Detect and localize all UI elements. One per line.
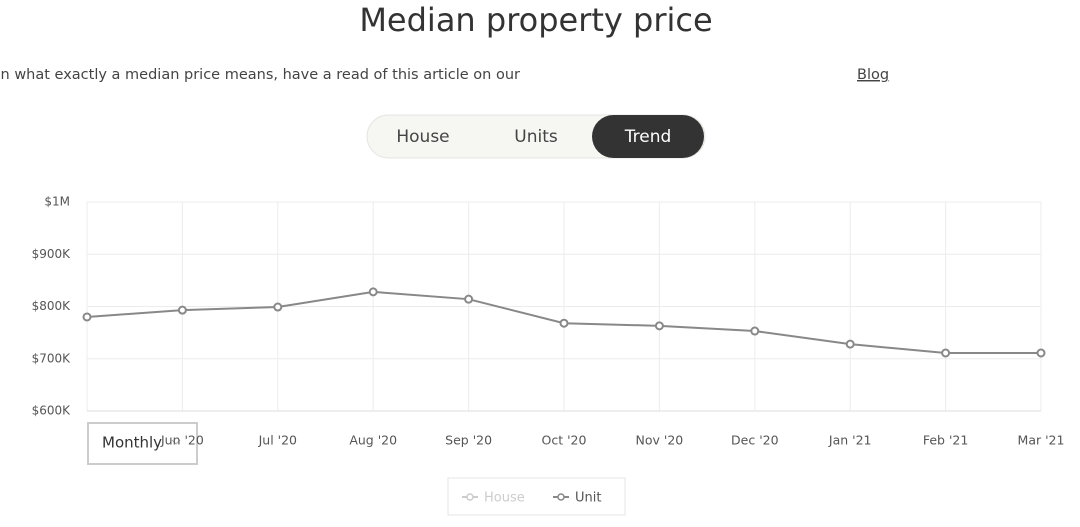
period-label: Monthly — [102, 434, 162, 452]
tab[interactable]: House — [396, 127, 449, 147]
point — [273, 302, 283, 312]
x-tick-label: Mar '21 — [1018, 433, 1065, 448]
tab[interactable]: Trend — [624, 127, 672, 147]
x-tick-label: Oct '20 — [542, 433, 587, 448]
point — [464, 294, 474, 304]
x-tick-label: Sep '20 — [445, 433, 492, 448]
subtitle: For more information on what exactly a m… — [0, 67, 520, 83]
legend-label[interactable]: House — [484, 491, 525, 506]
x-tick-label: Jun '20 — [160, 433, 204, 448]
point — [559, 318, 569, 328]
legend-label[interactable]: Unit — [575, 491, 601, 506]
point — [82, 312, 92, 322]
point — [750, 326, 760, 336]
point — [177, 305, 187, 315]
point — [368, 287, 378, 297]
y-tick-label: $1M — [44, 195, 70, 209]
y-tick-label: $800K — [32, 299, 72, 313]
tab[interactable]: Units — [514, 127, 558, 147]
y-tick-label: $900K — [32, 247, 72, 261]
point — [654, 321, 664, 331]
x-tick-label: Jul '20 — [258, 433, 297, 448]
legend-marker — [466, 493, 474, 501]
blog-link[interactable]: Blog — [857, 67, 889, 83]
tab-active — [592, 115, 704, 158]
point — [941, 348, 951, 358]
point — [1036, 348, 1046, 358]
x-tick-label: Feb '21 — [923, 433, 968, 448]
point — [845, 339, 855, 349]
x-tick-label: Jan '21 — [828, 433, 872, 448]
legend-marker — [557, 493, 565, 501]
x-tick-label: Aug '20 — [349, 433, 397, 448]
y-tick-label: $700K — [32, 351, 72, 365]
dropdown-caret — [171, 439, 181, 445]
title: Median property price — [359, 1, 712, 39]
x-tick-label: Dec '20 — [731, 433, 779, 448]
period-dropdown[interactable] — [87, 422, 198, 465]
x-tick-label: Nov '20 — [636, 433, 684, 448]
y-tick-label: $600K — [32, 404, 72, 418]
